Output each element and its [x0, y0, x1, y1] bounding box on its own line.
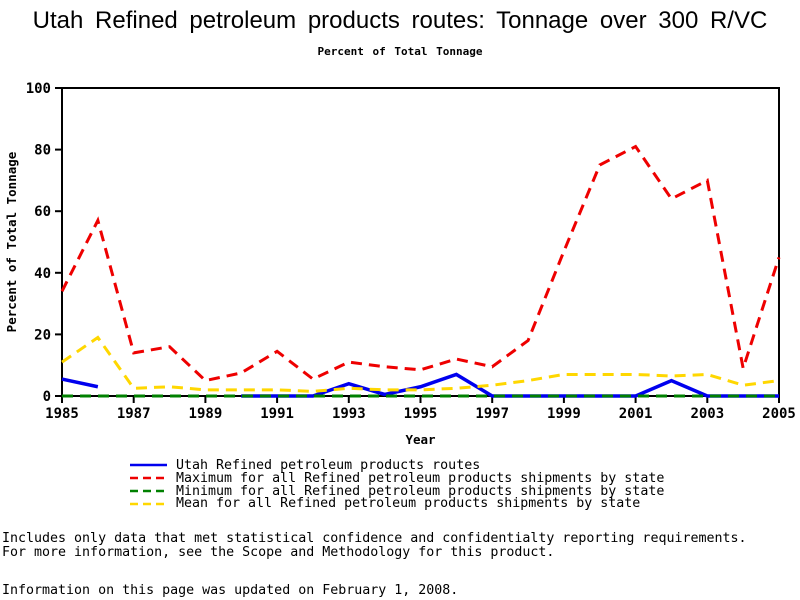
legend-item-utah: Utah Refined petroleum products routes [130, 457, 664, 473]
x-tick-label: 2001 [619, 406, 653, 422]
x-axis-label: Year [405, 432, 436, 447]
legend-item-minimum: Minimum for all Refined petroleum produc… [130, 483, 665, 499]
x-tick-label: 1993 [332, 406, 366, 422]
legend-item-mean: Mean for all Refined petroleum products … [130, 496, 664, 512]
y-axis-label: Percent of Total Tonnage [4, 151, 19, 332]
x-tick-label: 1991 [260, 406, 294, 422]
x-tick-label: 2005 [762, 406, 796, 422]
legend-swatch-maximum [130, 476, 167, 480]
line-chart: 0 20 40 60 80 100 1985 1987 1989 1991 1993 1995 1997… [4, 81, 796, 447]
y-tick-label: 0 [43, 389, 51, 405]
y-tick-label: 100 [26, 81, 51, 97]
series-line-maximum [60, 144, 781, 383]
legend-label-mean: Mean for all Refined petroleum products … [176, 496, 641, 512]
legend-label-minimum: Minimum for all Refined petroleum produc… [176, 483, 665, 499]
x-tick-label: 1985 [45, 406, 79, 422]
series-line-utah [241, 372, 779, 398]
y-tick-label: 80 [34, 143, 51, 159]
y-tick-label: 40 [34, 266, 51, 282]
legend-swatch-mean [130, 502, 167, 505]
x-tick-label: 1995 [404, 406, 438, 422]
x-tick-label: 1997 [475, 406, 509, 422]
chart-subtitle: Percent of Total Tonnage [317, 45, 483, 58]
footnotes: Includes only data that met statistical … [2, 532, 747, 560]
chart-title: Utah Refined petroleum products routes: … [32, 7, 768, 34]
footnote-line-1: Includes only data that met statistical … [2, 531, 747, 546]
legend-item-maximum: Maximum for all Refined petroleum produc… [130, 470, 665, 486]
legend-swatch-minimum [130, 489, 167, 493]
x-tick-label: 1989 [189, 406, 223, 422]
plot-frame [61, 87, 780, 397]
y-tick-label: 20 [34, 327, 51, 343]
x-tick-label: 1999 [547, 406, 581, 422]
updated-notice: Information on this page was updated on … [2, 583, 459, 598]
legend-swatch-utah [130, 464, 167, 467]
series-line-mean [61, 335, 780, 393]
x-tick-label: 2003 [690, 406, 724, 422]
footnote-line-2: For more information, see the Scope and … [2, 544, 555, 560]
legend-label-utah: Utah Refined petroleum products routes [176, 457, 481, 473]
x-tick-label: 1987 [117, 406, 151, 422]
y-tick-label: 60 [34, 204, 51, 220]
legend-label-maximum: Maximum for all Refined petroleum produc… [176, 470, 665, 486]
series-line-utah [61, 377, 99, 389]
legend: Utah Refined petroleum products routes Ma… [130, 457, 665, 512]
